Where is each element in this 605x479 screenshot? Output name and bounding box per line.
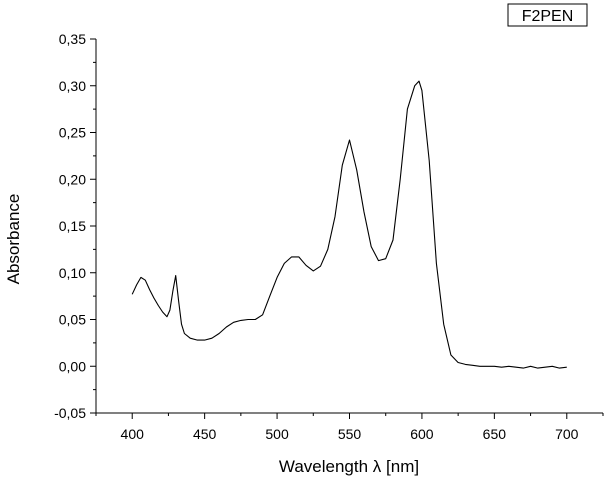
y-tick-label: 0,05: [59, 312, 86, 328]
x-axis-title: Wavelength λ [nm]: [279, 457, 419, 476]
y-tick-label: 0,10: [59, 265, 86, 281]
y-tick-label: -0,05: [54, 405, 86, 421]
x-tick-label: 450: [193, 426, 217, 442]
y-tick-label: 0,20: [59, 171, 86, 187]
x-tick-label: 400: [121, 426, 145, 442]
y-axis-title: Absorbance: [4, 194, 23, 285]
x-tick-label: 650: [483, 426, 507, 442]
plot-area: [95, 39, 603, 414]
y-tick-label: 0,00: [59, 358, 86, 374]
y-axis: -0,05 0,00 0,05 0,10 0,15 0,20 0,25 0,30 0,35: [54, 31, 96, 421]
y-tick-label: 0,15: [59, 218, 86, 234]
x-tick-label: 600: [410, 426, 434, 442]
x-tick-label: 550: [338, 426, 362, 442]
series-line-f2pen: [131, 80, 567, 369]
y-tick-label: 0,30: [59, 78, 86, 94]
y-tick-label: 0,35: [59, 31, 86, 47]
legend-box: [507, 3, 588, 27]
x-tick-label: 500: [265, 426, 289, 442]
y-tick-label: 0,25: [59, 125, 86, 141]
legend: F2PEN: [507, 3, 588, 27]
legend-label: F2PEN: [522, 8, 574, 25]
series-layer: [131, 80, 567, 369]
x-axis: 400 450 500 550 600 650 700: [95, 413, 604, 442]
x-tick-label: 700: [555, 426, 579, 442]
